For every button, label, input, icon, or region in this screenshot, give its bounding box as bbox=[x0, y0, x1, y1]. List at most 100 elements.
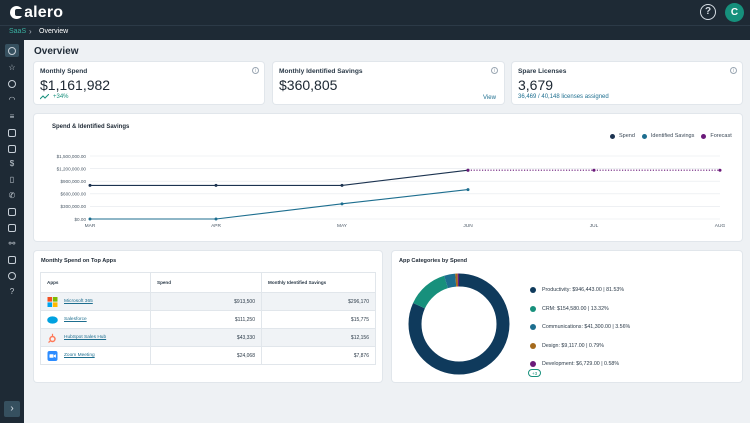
expand-sidebar-button[interactable]: › bbox=[4, 401, 20, 417]
category-label: Communications: $41,300.00 | 3.56% bbox=[542, 324, 631, 331]
receipt-icon[interactable] bbox=[5, 221, 19, 234]
table-row: Salesforce $111,250 $15,775 bbox=[40, 310, 376, 329]
x-tick-label: JUN bbox=[463, 223, 473, 229]
category-item[interactable]: CRM: $154,580.00 | 13.32% bbox=[530, 300, 630, 319]
x-tick-label: MAR bbox=[85, 223, 96, 229]
person-icon[interactable] bbox=[5, 269, 19, 282]
category-label: Development: $6,729.00 | 0.58% bbox=[542, 361, 620, 368]
data-point-series-2 bbox=[718, 168, 722, 172]
licenses-assigned-link[interactable]: 36,469 / 40,148 licenses assigned bbox=[518, 94, 609, 100]
savings-cell: $12,156 bbox=[261, 328, 376, 347]
y-tick-label: $300,000.00 bbox=[60, 204, 86, 209]
legend-label-savings[interactable]: Identified Savings bbox=[650, 133, 695, 139]
category-dot bbox=[530, 305, 536, 312]
chart-title: Spend & Identified Savings bbox=[52, 124, 130, 130]
app-link-zoom-meeting[interactable]: Zoom Meeting bbox=[64, 353, 95, 358]
data-point-series-1 bbox=[88, 217, 92, 221]
x-tick-label: JUL bbox=[590, 223, 599, 229]
donut-slice-4[interactable] bbox=[408, 273, 510, 375]
category-legend: Productivity: $946,443.00 | 81.53% CRM: … bbox=[530, 281, 630, 374]
table-row: Zoom Meeting $24,068 $7,876 bbox=[40, 346, 376, 365]
zoom-logo-icon bbox=[47, 350, 58, 361]
top-apps-title: Monthly Spend on Top Apps bbox=[41, 258, 117, 264]
microsoft-logo-icon bbox=[47, 296, 58, 307]
spend-cell: $24,068 bbox=[150, 346, 262, 365]
phone-icon[interactable]: ✆ bbox=[8, 191, 16, 200]
spend-cell: $43,330 bbox=[150, 328, 262, 347]
y-tick-label: $600,000.00 bbox=[60, 192, 86, 197]
info-icon[interactable]: i bbox=[491, 67, 498, 74]
page-title: Overview bbox=[34, 46, 79, 57]
grid-icon[interactable] bbox=[5, 126, 19, 139]
category-dot bbox=[530, 287, 536, 294]
app-link-microsoft-365[interactable]: Microsoft 365 bbox=[64, 299, 93, 304]
info-icon[interactable]: i bbox=[252, 67, 259, 74]
kpi-title: Monthly Identified Savings bbox=[279, 68, 363, 75]
hubspot-logo-icon bbox=[48, 333, 56, 343]
kpi-title: Spare Licenses bbox=[518, 68, 567, 75]
dollar-icon[interactable]: $ bbox=[9, 159, 15, 168]
top-bar: alero ? C bbox=[0, 0, 750, 25]
salesforce-logo-icon bbox=[47, 315, 58, 324]
series-line-1 bbox=[90, 189, 469, 220]
category-dot bbox=[530, 342, 536, 349]
cart-icon[interactable] bbox=[5, 253, 19, 266]
legend-dot-forecast bbox=[701, 133, 707, 139]
kpi-value: $360,805 bbox=[279, 77, 338, 93]
user-circle-icon[interactable] bbox=[5, 77, 19, 90]
y-tick-label: $1,200,000.00 bbox=[57, 166, 87, 171]
app-link-hubspot-sales-hub[interactable]: HubSpot Sales Hub bbox=[64, 335, 107, 340]
breadcrumb: SaaS › Overview bbox=[0, 25, 750, 40]
list-icon[interactable]: ≡ bbox=[9, 112, 15, 121]
column-header-spend[interactable]: Spend bbox=[150, 272, 262, 293]
category-item[interactable]: Development: $6,729.00 | 0.58% bbox=[530, 355, 630, 374]
data-point-series-0 bbox=[340, 183, 344, 187]
top-apps-card: Monthly Spend on Top Apps Apps Spend Mon… bbox=[34, 251, 382, 382]
legend-dot-savings bbox=[641, 133, 647, 139]
app-link-salesforce[interactable]: Salesforce bbox=[64, 317, 87, 322]
breadcrumb-root-link[interactable]: SaaS bbox=[9, 28, 27, 35]
column-header-apps[interactable]: Apps bbox=[40, 272, 151, 293]
more-categories-badge[interactable]: +3 bbox=[528, 369, 542, 377]
hierarchy-icon[interactable]: ⚯ bbox=[8, 239, 16, 248]
help-icon[interactable]: ? bbox=[9, 287, 15, 296]
series-line-0 bbox=[90, 169, 469, 186]
info-icon[interactable]: i bbox=[730, 67, 737, 74]
legend-dot-spend bbox=[610, 133, 615, 139]
kpi-card-monthly-spend: Monthly Spend i $1,161,982 +34% bbox=[34, 62, 264, 104]
category-label: Design: $9,117.00 | 0.79% bbox=[542, 342, 604, 349]
category-item[interactable]: Productivity: $946,443.00 | 81.53% bbox=[530, 281, 630, 300]
chevron-right-icon: › bbox=[29, 27, 32, 36]
y-tick-label: $0.00 bbox=[75, 217, 87, 222]
data-point-series-0 bbox=[214, 183, 218, 187]
column-header-savings[interactable]: Monthly Identified Savings bbox=[261, 272, 376, 293]
kpi-value: 3,679 bbox=[518, 77, 554, 93]
category-donut-chart bbox=[408, 273, 510, 375]
y-tick-label: $900,000.00 bbox=[60, 179, 86, 184]
y-tick-label: $1,500,000.00 bbox=[57, 154, 87, 159]
line-chart: $1,500,000.00 $1,200,000.00 $900,000.00 $60… bbox=[57, 154, 726, 229]
mobile-icon[interactable]: ▯ bbox=[9, 175, 15, 184]
kpi-trend-value: +34% bbox=[53, 94, 69, 100]
legend-label-spend[interactable]: Spend bbox=[619, 133, 635, 139]
kpi-value: $1,161,982 bbox=[40, 77, 111, 93]
data-point-series-0 bbox=[88, 183, 92, 187]
data-point-series-2 bbox=[592, 168, 596, 172]
question-circle-icon[interactable]: ? bbox=[700, 4, 716, 20]
card-icon[interactable] bbox=[5, 205, 19, 218]
image-icon[interactable] bbox=[5, 142, 19, 155]
avatar[interactable]: C bbox=[725, 3, 744, 22]
x-tick-label: APR bbox=[211, 223, 221, 229]
calero-logo[interactable]: alero bbox=[10, 4, 63, 21]
category-item[interactable]: Design: $9,117.00 | 0.79% bbox=[530, 337, 630, 356]
savings-cell: $15,775 bbox=[261, 310, 376, 329]
star-icon[interactable]: ☆ bbox=[8, 63, 16, 72]
legend-label-forecast[interactable]: Forecast bbox=[710, 133, 732, 139]
category-item[interactable]: Communications: $41,300.00 | 3.56% bbox=[530, 318, 630, 337]
dashboard-gauge-icon[interactable]: ◠ bbox=[8, 95, 16, 104]
savings-cell: $7,876 bbox=[261, 346, 376, 365]
logo-text: alero bbox=[24, 3, 64, 21]
view-savings-link[interactable]: View bbox=[483, 95, 496, 101]
savings-cell: $296,170 bbox=[261, 292, 376, 311]
search-icon[interactable] bbox=[5, 44, 19, 57]
